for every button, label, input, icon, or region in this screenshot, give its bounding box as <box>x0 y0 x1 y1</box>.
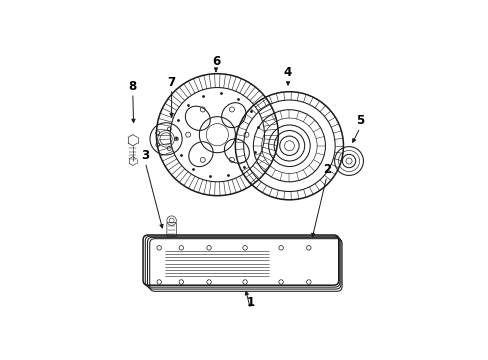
Text: 2: 2 <box>322 163 330 176</box>
Text: 5: 5 <box>355 114 364 127</box>
Text: 3: 3 <box>141 149 149 162</box>
Text: 4: 4 <box>284 66 291 79</box>
Text: 7: 7 <box>167 76 175 89</box>
Text: 8: 8 <box>128 80 137 93</box>
Text: 6: 6 <box>211 55 220 68</box>
Text: 1: 1 <box>246 296 254 309</box>
